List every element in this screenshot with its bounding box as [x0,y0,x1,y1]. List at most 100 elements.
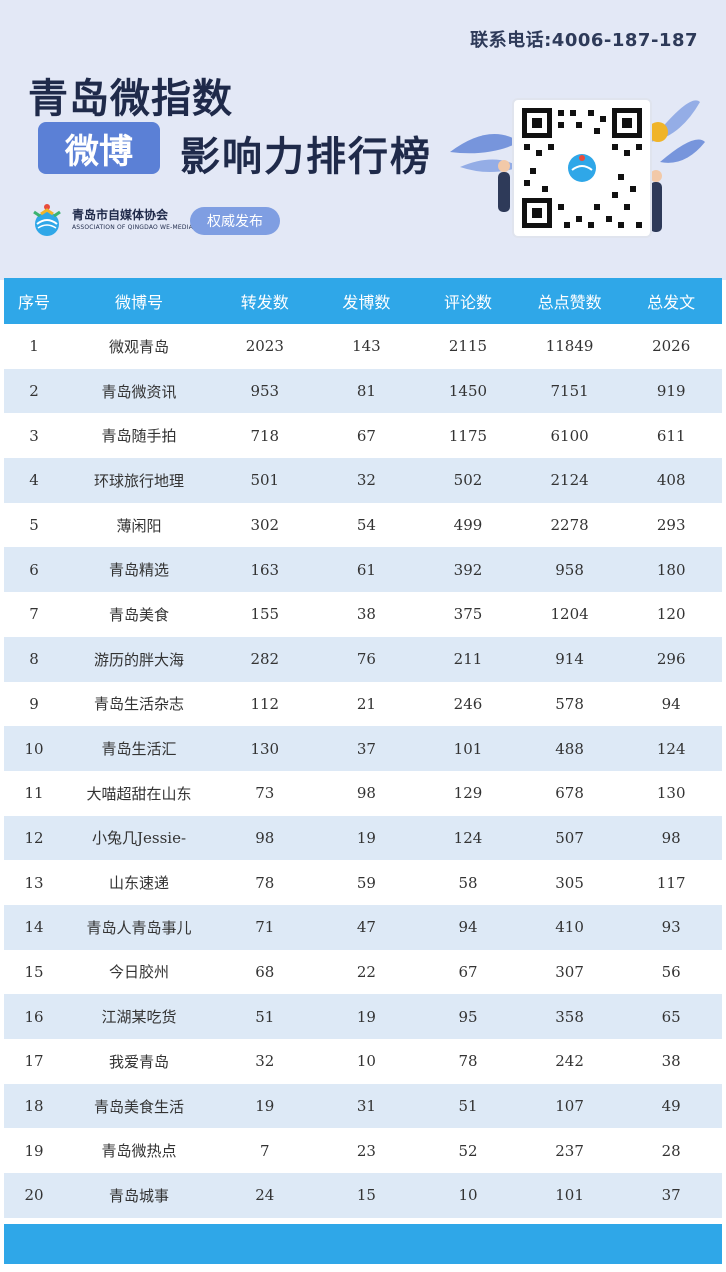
cell-account: 青岛人青岛事儿 [64,904,214,950]
page-subtitle: 影响力排行榜 [180,133,432,180]
cell-total-posts: 124 [620,726,722,771]
association-name-en: ASSOCIATION OF QINGDAO WE-MEDIA [72,224,193,231]
cell-likes: 2278 [518,502,621,548]
cell-likes: 305 [518,860,621,905]
column-header-account: 微博号 [64,278,214,324]
cell-account: 小兔几Jessie- [64,815,214,861]
cell-account: 青岛随手拍 [64,413,214,459]
cell-reposts: 155 [214,592,316,637]
cell-account: 青岛精选 [64,547,214,593]
table-row: 1 微观青岛 2023 143 2115 11849 2026 [4,324,722,369]
cell-rank: 18 [4,1083,64,1129]
cell-account: 今日胶州 [64,949,214,995]
cell-rank: 7 [4,592,64,637]
cell-rank: 19 [4,1128,64,1174]
cell-account: 青岛城事 [64,1173,214,1218]
cell-comments: 246 [417,681,519,727]
cell-comments: 129 [417,770,519,816]
cell-account: 薄闲阳 [64,502,214,548]
cell-likes: 11849 [518,324,621,369]
table-row: 5 薄闲阳 302 54 499 2278 293 [4,502,722,548]
table-row: 6 青岛精选 163 61 392 958 180 [4,547,722,593]
cell-posts: 54 [315,502,418,548]
cell-posts: 31 [315,1083,418,1129]
column-header-likes: 总点赞数 [518,278,621,324]
cell-comments: 2115 [417,324,519,369]
cell-likes: 410 [518,904,621,950]
table-row: 19 青岛微热点 7 23 52 237 28 [4,1128,722,1174]
cell-reposts: 98 [214,815,316,861]
cell-rank: 10 [4,726,64,771]
qr-code [512,98,652,238]
cell-total-posts: 296 [620,636,722,682]
cell-posts: 10 [315,1039,418,1084]
cell-posts: 61 [315,547,418,593]
cell-comments: 52 [417,1128,519,1174]
cell-total-posts: 130 [620,770,722,816]
cell-likes: 507 [518,815,621,861]
cell-rank: 17 [4,1039,64,1084]
cell-total-posts: 49 [620,1083,722,1129]
cell-total-posts: 93 [620,904,722,950]
cell-reposts: 2023 [214,324,316,369]
cell-rank: 16 [4,994,64,1039]
cell-reposts: 73 [214,770,316,816]
cell-posts: 21 [315,681,418,727]
cell-total-posts: 65 [620,994,722,1039]
table-row: 14 青岛人青岛事儿 71 47 94 410 93 [4,904,722,950]
cell-reposts: 282 [214,636,316,682]
decorative-illustration [450,100,705,232]
cell-account: 环球旅行地理 [64,458,214,503]
cell-account: 青岛生活杂志 [64,681,214,727]
cell-total-posts: 28 [620,1128,722,1174]
cell-comments: 94 [417,904,519,950]
ranking-table: 序号 微博号 转发数 发博数 评论数 总点赞数 总发文 1 微观青岛 2023 143… [4,278,722,1218]
cell-comments: 392 [417,547,519,593]
table-row: 17 我爱青岛 32 10 78 242 38 [4,1039,722,1084]
cell-account: 游历的胖大海 [64,636,214,682]
cell-rank: 12 [4,815,64,861]
cell-reposts: 718 [214,413,316,459]
cell-rank: 9 [4,681,64,727]
cell-likes: 107 [518,1083,621,1129]
table-header-row: 序号 微博号 转发数 发博数 评论数 总点赞数 总发文 [4,278,722,324]
table-row: 12 小兔几Jessie- 98 19 124 507 98 [4,815,722,861]
cell-account: 青岛微热点 [64,1128,214,1174]
cell-posts: 38 [315,592,418,637]
cell-account: 大喵超甜在山东 [64,770,214,816]
cell-total-posts: 98 [620,815,722,861]
cell-rank: 20 [4,1173,64,1218]
table-row: 2 青岛微资讯 953 81 1450 7151 919 [4,368,722,414]
cell-likes: 578 [518,681,621,727]
cell-likes: 307 [518,949,621,995]
table-row: 4 环球旅行地理 501 32 502 2124 408 [4,458,722,503]
cell-rank: 6 [4,547,64,593]
cell-posts: 47 [315,904,418,950]
cell-account: 山东速递 [64,860,214,905]
authority-badge: 权威发布 [190,207,280,235]
cell-likes: 101 [518,1173,621,1218]
cell-comments: 1175 [417,413,519,459]
cell-comments: 95 [417,994,519,1039]
cell-reposts: 302 [214,502,316,548]
column-header-posts: 发博数 [315,278,418,324]
table-row: 10 青岛生活汇 130 37 101 488 124 [4,726,722,771]
cell-posts: 59 [315,860,418,905]
cell-comments: 499 [417,502,519,548]
cell-posts: 143 [315,324,418,369]
table-row: 8 游历的胖大海 282 76 211 914 296 [4,636,722,682]
association-logo-icon [33,204,61,236]
cell-reposts: 78 [214,860,316,905]
cell-reposts: 953 [214,368,316,414]
cell-posts: 22 [315,949,418,995]
column-header-comments: 评论数 [417,278,519,324]
table-row: 11 大喵超甜在山东 73 98 129 678 130 [4,770,722,816]
cell-likes: 358 [518,994,621,1039]
table-row: 7 青岛美食 155 38 375 1204 120 [4,592,722,637]
cell-likes: 237 [518,1128,621,1174]
cell-reposts: 68 [214,949,316,995]
footer-bar [4,1224,722,1264]
cell-account: 青岛微资讯 [64,368,214,414]
cell-posts: 81 [315,368,418,414]
cell-total-posts: 120 [620,592,722,637]
